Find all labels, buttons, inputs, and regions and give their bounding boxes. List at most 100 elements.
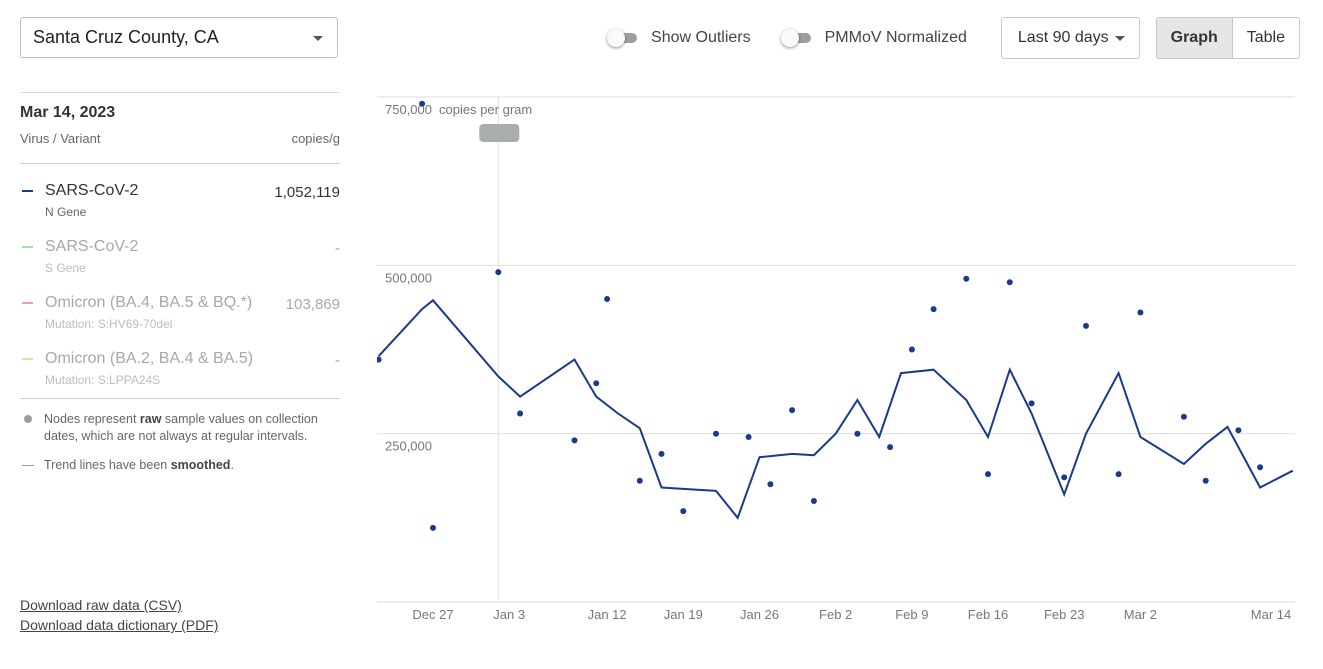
x-tick-label: Feb 16 — [968, 607, 1008, 622]
sample-node[interactable] — [495, 269, 502, 276]
sample-node[interactable] — [376, 356, 382, 363]
variant-value: 103,869 — [285, 296, 340, 313]
variant-sidebar: Mar 14, 2023 Virus / Variant copies/g SA… — [20, 92, 340, 474]
y-axis-unit-label: copies per gram — [439, 102, 532, 117]
column-header-units: copies/g — [291, 131, 340, 146]
download-links: Download raw data (CSV) Download data di… — [20, 597, 218, 637]
variant-target: Mutation: S:HV69-70del — [45, 317, 173, 331]
chevron-down-icon — [313, 36, 323, 41]
note-text: sample values on collection dates, which… — [44, 412, 318, 443]
sample-node[interactable] — [419, 100, 426, 107]
sample-node[interactable] — [658, 450, 665, 457]
variant-value: - — [335, 240, 340, 257]
sidebar-column-headers: Virus / Variant copies/g — [20, 131, 340, 164]
trend-line — [377, 298, 1294, 520]
graph-view-button[interactable]: Graph — [1156, 18, 1233, 58]
sample-node[interactable] — [571, 437, 578, 444]
x-tick-label: Mar 2 — [1124, 607, 1157, 622]
x-tick-label: Jan 12 — [588, 607, 627, 622]
series-swatch-icon — [22, 246, 33, 248]
series-swatch-icon — [22, 358, 33, 360]
sample-node[interactable] — [1083, 322, 1089, 329]
trend-note: Trend lines have been smoothed. — [20, 457, 340, 474]
variant-item[interactable]: Omicron (BA.4, BA.5 & BQ.*) Mutation: S:… — [20, 276, 340, 332]
x-tick-label: Feb 2 — [819, 607, 852, 622]
note-emphasis: raw — [139, 412, 162, 426]
sample-node[interactable] — [430, 524, 436, 531]
sample-node[interactable] — [810, 498, 817, 504]
table-view-button[interactable]: Table — [1246, 29, 1285, 46]
variant-target: N Gene — [45, 205, 87, 219]
variant-name: Omicron (BA.2, BA.4 & BA.5) — [45, 350, 254, 367]
sample-node[interactable] — [636, 477, 643, 484]
sample-node[interactable] — [789, 407, 796, 414]
sample-node[interactable] — [604, 296, 611, 302]
sample-node[interactable] — [713, 430, 719, 437]
location-value: Santa Cruz County, CA — [33, 27, 219, 47]
selected-date: Mar 14, 2023 — [20, 104, 116, 121]
variant-value: 1,052,119 — [274, 184, 340, 201]
date-range-select[interactable]: Last 90 days — [1000, 17, 1140, 59]
download-csv-link[interactable]: Download raw data (CSV) — [20, 597, 182, 613]
variant-item[interactable]: Omicron (BA.2, BA.4 & BA.5) Mutation: S:… — [20, 332, 340, 388]
sample-node[interactable] — [1115, 471, 1122, 478]
note-text: Nodes represent — [44, 412, 140, 426]
sample-node[interactable] — [680, 508, 687, 515]
pmmov-normalized-label: PMMoV Normalized — [824, 29, 967, 46]
sample-node[interactable] — [1028, 400, 1035, 407]
sample-node[interactable] — [930, 306, 937, 313]
x-tick-label: Dec 27 — [412, 607, 453, 622]
show-outliers-label: Show Outliers — [651, 29, 751, 46]
show-outliers-toggle[interactable]: Show Outliers — [607, 29, 751, 47]
sample-node[interactable] — [1202, 477, 1209, 484]
sample-node[interactable] — [1061, 474, 1068, 481]
sample-node[interactable] — [963, 275, 970, 282]
sample-node[interactable] — [1180, 413, 1187, 420]
variant-list: SARS-CoV-2 N Gene 1,052,119 SARS-CoV-2 S… — [20, 164, 340, 388]
sample-node[interactable] — [887, 444, 894, 451]
divider — [20, 398, 340, 399]
sample-node[interactable] — [767, 481, 774, 488]
x-tick-label: Feb 23 — [1044, 607, 1084, 622]
y-tick-label: 250,000 — [385, 439, 432, 454]
sample-node[interactable] — [1257, 464, 1264, 471]
column-header-variant: Virus / Variant — [20, 131, 101, 146]
sample-node[interactable] — [745, 434, 752, 440]
sample-node[interactable] — [517, 410, 524, 417]
sample-node[interactable] — [593, 380, 600, 387]
download-dictionary-link[interactable]: Download data dictionary (PDF) — [20, 617, 219, 633]
note-text: . — [230, 458, 234, 472]
x-tick-label: Feb 9 — [895, 607, 928, 622]
node-dot-icon — [24, 415, 32, 423]
trend-line-icon — [22, 465, 34, 466]
variant-item[interactable]: SARS-CoV-2 S Gene - — [20, 220, 340, 276]
x-tick-label: Mar 14 — [1251, 607, 1291, 622]
divider — [20, 92, 340, 93]
sample-node[interactable] — [1137, 309, 1144, 316]
chevron-down-icon — [1114, 36, 1125, 41]
variant-name: SARS-CoV-2 — [45, 182, 139, 199]
note-text: Trend lines have been — [44, 458, 171, 472]
series-swatch-icon — [22, 190, 33, 192]
sample-node[interactable] — [985, 471, 991, 478]
sample-node[interactable] — [1235, 427, 1242, 434]
toggle-switch-icon[interactable] — [780, 29, 811, 47]
note-emphasis: smoothed — [170, 458, 231, 472]
variant-target: S Gene — [45, 261, 86, 275]
variant-item[interactable]: SARS-CoV-2 N Gene 1,052,119 — [20, 164, 340, 220]
pmmov-normalized-toggle[interactable]: PMMoV Normalized — [780, 29, 967, 47]
toggle-switch-icon[interactable] — [607, 29, 638, 47]
sample-node[interactable] — [854, 430, 861, 437]
series-swatch-icon — [22, 302, 33, 304]
sample-node[interactable] — [1006, 279, 1013, 286]
x-tick-label: Jan 19 — [664, 607, 703, 622]
variant-name: Omicron (BA.4, BA.5 & BQ.*) — [45, 294, 253, 311]
toolbar: Show Outliers PMMoV Normalized Last 90 d… — [607, 17, 1300, 59]
sample-node[interactable] — [908, 346, 915, 353]
hover-tooltip-chip — [479, 124, 520, 142]
location-select[interactable]: Santa Cruz County, CA — [20, 17, 338, 58]
plot-area — [376, 100, 1294, 531]
y-tick-label: 500,000 — [385, 270, 432, 285]
variant-name: SARS-CoV-2 — [45, 238, 139, 255]
